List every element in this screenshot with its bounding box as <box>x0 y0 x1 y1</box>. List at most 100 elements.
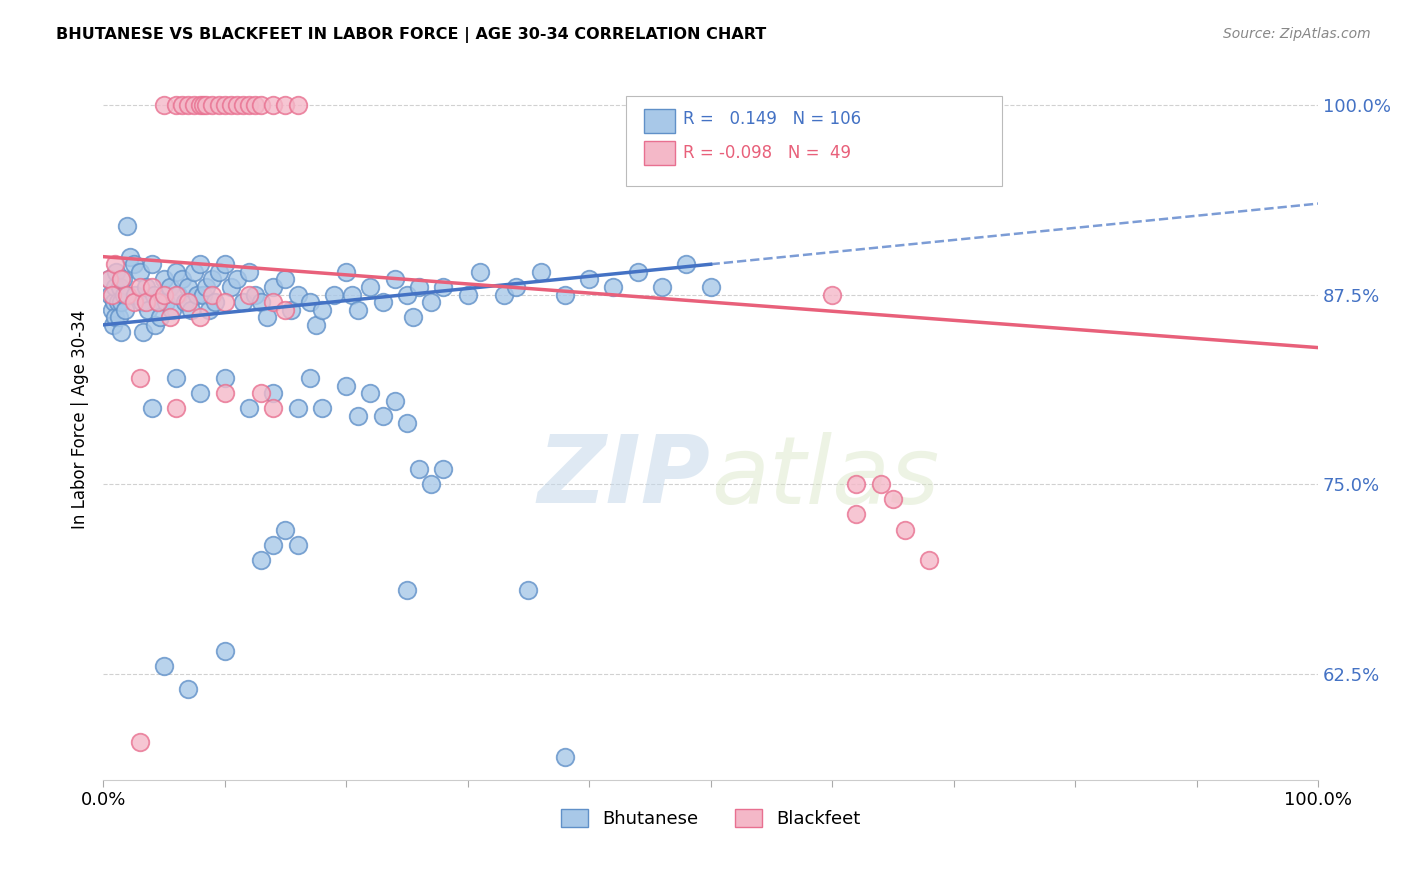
Point <box>153 659 176 673</box>
Point <box>214 386 236 401</box>
Point <box>165 287 187 301</box>
Point <box>191 98 214 112</box>
Point <box>262 98 284 112</box>
Point <box>298 371 321 385</box>
Point <box>323 287 346 301</box>
Point <box>141 401 163 416</box>
FancyBboxPatch shape <box>626 95 1002 186</box>
Point <box>191 287 214 301</box>
Point <box>131 295 153 310</box>
Point <box>287 98 309 112</box>
Point <box>207 98 229 112</box>
Point <box>177 98 200 112</box>
Point <box>153 272 176 286</box>
Point <box>149 310 172 325</box>
Point <box>155 295 177 310</box>
Point <box>122 257 145 271</box>
Point <box>100 287 122 301</box>
Point <box>219 280 242 294</box>
Point <box>408 280 430 294</box>
Point <box>108 310 131 325</box>
Point <box>124 287 146 301</box>
Point <box>214 98 236 112</box>
Point <box>122 295 145 310</box>
Point <box>359 386 381 401</box>
Point <box>432 462 454 476</box>
Point <box>250 295 273 310</box>
Point <box>882 492 904 507</box>
Point <box>238 98 260 112</box>
Point <box>243 287 266 301</box>
Point <box>468 265 491 279</box>
Point <box>188 386 211 401</box>
Text: BHUTANESE VS BLACKFEET IN LABOR FORCE | AGE 30-34 CORRELATION CHART: BHUTANESE VS BLACKFEET IN LABOR FORCE | … <box>56 27 766 43</box>
Point <box>114 302 136 317</box>
Point <box>335 265 357 279</box>
Text: R = -0.098   N =  49: R = -0.098 N = 49 <box>683 145 851 162</box>
Point <box>204 295 226 310</box>
Point <box>845 508 868 522</box>
FancyBboxPatch shape <box>644 109 675 133</box>
Point <box>172 272 194 286</box>
Text: R =   0.149   N = 106: R = 0.149 N = 106 <box>683 111 860 128</box>
Point <box>153 98 176 112</box>
Point <box>517 583 540 598</box>
Point <box>420 295 443 310</box>
Point <box>112 287 135 301</box>
Point <box>214 371 236 385</box>
Point <box>153 287 176 301</box>
Point <box>201 272 224 286</box>
Text: ZIP: ZIP <box>537 431 710 524</box>
Point <box>214 295 236 310</box>
Point <box>136 302 159 317</box>
Point <box>165 401 187 416</box>
Point <box>627 265 650 279</box>
Point <box>494 287 516 301</box>
Point <box>232 295 254 310</box>
Point <box>108 280 131 294</box>
FancyBboxPatch shape <box>644 141 675 165</box>
Point <box>287 401 309 416</box>
Point <box>198 302 221 317</box>
Point <box>554 750 576 764</box>
Point <box>243 98 266 112</box>
Point <box>107 295 129 310</box>
Point <box>104 257 127 271</box>
Point <box>165 98 187 112</box>
Point <box>432 280 454 294</box>
Point <box>287 287 309 301</box>
Point <box>554 287 576 301</box>
Point <box>143 287 166 301</box>
Point <box>195 98 218 112</box>
Point <box>250 553 273 567</box>
Point <box>135 280 157 294</box>
Point <box>250 98 273 112</box>
Point <box>262 280 284 294</box>
Point <box>201 98 224 112</box>
Point <box>146 295 169 310</box>
Point <box>402 310 425 325</box>
Y-axis label: In Labor Force | Age 30-34: In Labor Force | Age 30-34 <box>72 310 89 529</box>
Point <box>305 318 328 332</box>
Point <box>821 287 844 301</box>
Legend: Bhutanese, Blackfeet: Bhutanese, Blackfeet <box>554 802 868 836</box>
Point <box>359 280 381 294</box>
Point <box>177 295 200 310</box>
Point <box>335 378 357 392</box>
Point <box>100 302 122 317</box>
Point <box>395 287 418 301</box>
Point <box>219 98 242 112</box>
Point <box>578 272 600 286</box>
Point <box>101 318 124 332</box>
Point <box>186 287 208 301</box>
Point <box>183 265 205 279</box>
Point <box>201 287 224 301</box>
Point <box>894 523 917 537</box>
Text: Source: ZipAtlas.com: Source: ZipAtlas.com <box>1223 27 1371 41</box>
Point <box>262 295 284 310</box>
Point <box>505 280 527 294</box>
Point <box>145 318 167 332</box>
Point <box>207 265 229 279</box>
Point <box>371 295 394 310</box>
Point <box>347 409 370 423</box>
